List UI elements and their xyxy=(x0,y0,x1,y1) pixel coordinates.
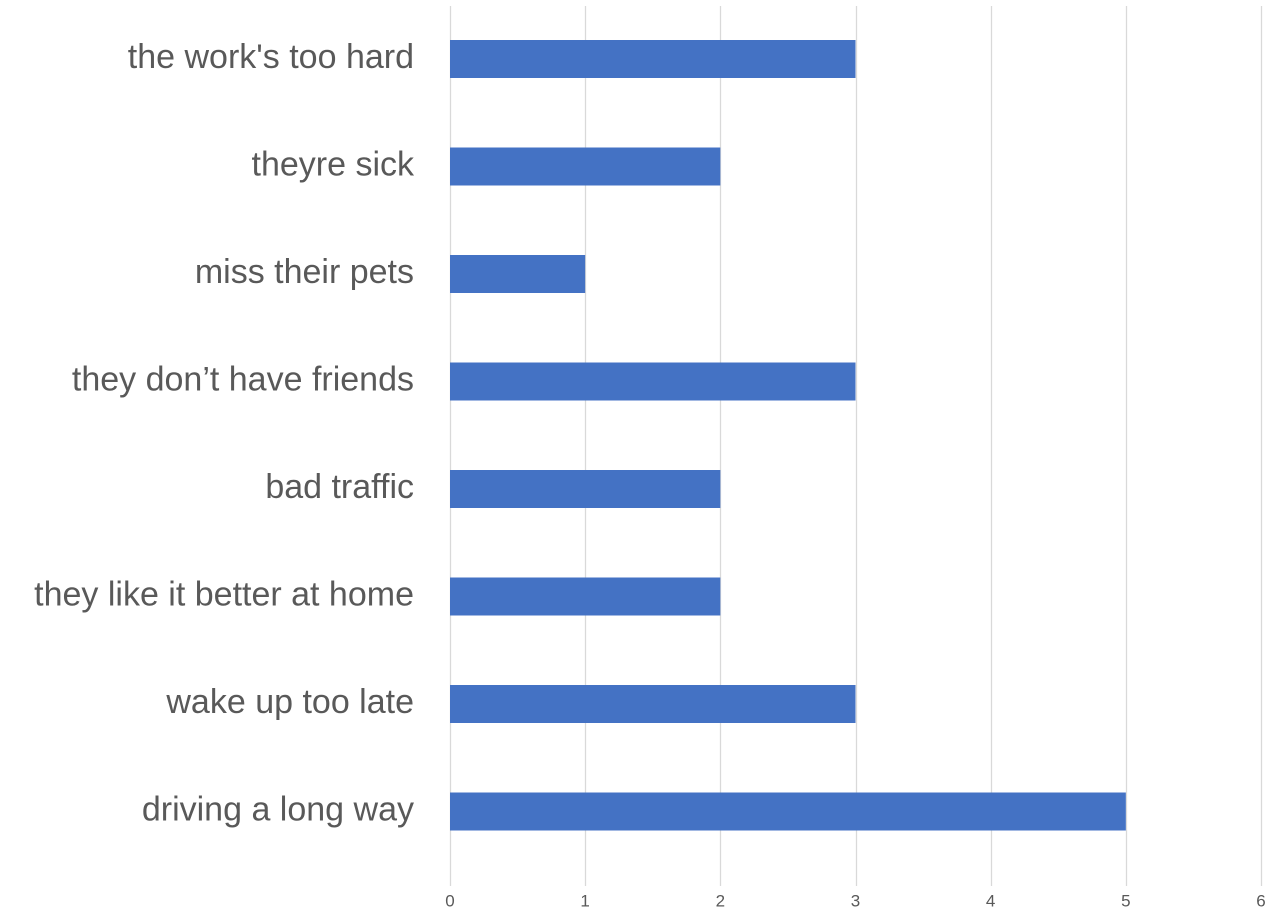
bar xyxy=(450,362,856,401)
x-tick-label: 2 xyxy=(716,891,725,910)
category-label: driving a long way xyxy=(142,790,414,828)
bar xyxy=(450,792,1126,831)
category-labels: the work's too hard theyre sick miss their… xyxy=(34,38,415,829)
bar xyxy=(450,40,856,78)
category-label: the work's too hard xyxy=(128,38,414,76)
x-tick-label: 0 xyxy=(445,891,454,910)
category-label: miss their pets xyxy=(195,253,414,291)
category-label: theyre sick xyxy=(252,145,415,183)
bar xyxy=(450,470,721,508)
bar xyxy=(450,147,721,186)
x-tick-labels: 0 1 2 3 4 5 6 xyxy=(445,891,1265,910)
x-tick-label: 6 xyxy=(1256,891,1265,910)
gridlines xyxy=(449,6,1263,886)
category-label: wake up too late xyxy=(165,683,414,721)
bar xyxy=(450,255,586,293)
bars xyxy=(450,40,1126,831)
bar xyxy=(450,685,856,723)
x-tick-label: 5 xyxy=(1121,891,1130,910)
x-tick-label: 1 xyxy=(580,891,589,910)
category-label: they don’t have friends xyxy=(72,360,414,398)
bar xyxy=(450,577,721,616)
category-label: they like it better at home xyxy=(34,575,414,613)
x-tick-label: 4 xyxy=(986,891,995,910)
category-label: bad traffic xyxy=(265,468,414,506)
x-tick-label: 3 xyxy=(851,891,860,910)
